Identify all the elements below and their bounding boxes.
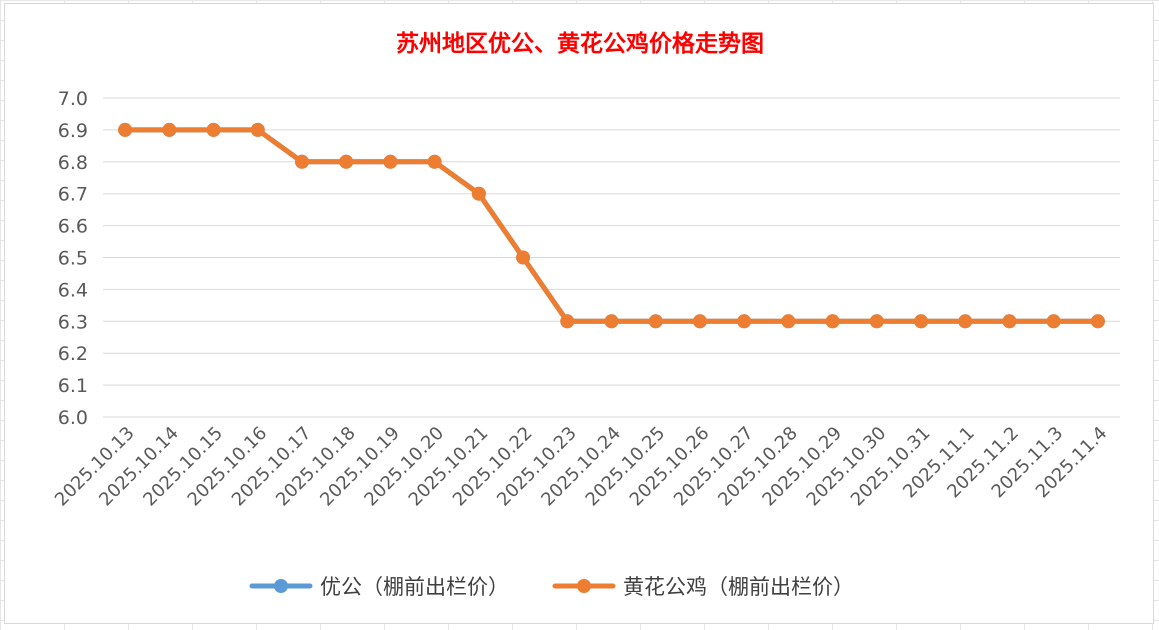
data-point — [516, 250, 531, 265]
y-tick-label: 6.2 — [58, 343, 88, 365]
y-tick-label: 6.7 — [58, 184, 88, 206]
data-point — [383, 154, 398, 169]
series-2 — [118, 122, 1105, 329]
data-point — [294, 154, 309, 169]
data-point — [162, 122, 177, 137]
legend-item-1: 优公（棚前出栏价） — [249, 575, 509, 599]
y-tick-label: 6.3 — [58, 311, 88, 333]
grid-lines — [103, 97, 1120, 418]
data-point — [958, 314, 973, 329]
series-layer — [118, 122, 1105, 329]
y-tick-label: 7.0 — [58, 88, 88, 110]
data-point — [427, 154, 442, 169]
data-point — [781, 314, 796, 329]
legend-marker — [274, 579, 288, 593]
data-point — [1002, 314, 1017, 329]
data-point — [914, 314, 929, 329]
y-tick-label: 6.5 — [58, 248, 88, 270]
x-axis-ticks: 2025.10.132025.10.142025.10.152025.10.16… — [51, 423, 1112, 511]
data-point — [604, 314, 619, 329]
data-point — [1046, 314, 1061, 329]
y-tick-label: 6.6 — [58, 216, 88, 238]
chart-area[interactable] — [4, 3, 1154, 624]
data-point — [471, 186, 486, 201]
data-point — [206, 122, 221, 137]
data-point — [869, 314, 884, 329]
legend-label: 优公（棚前出栏价） — [320, 575, 509, 599]
data-point — [692, 314, 707, 329]
legend-label: 黄花公鸡（棚前出栏价） — [623, 575, 854, 599]
y-tick-label: 6.4 — [58, 279, 88, 301]
data-point — [825, 314, 840, 329]
data-point — [1090, 314, 1105, 329]
data-point — [737, 314, 752, 329]
legend: 优公（棚前出栏价） 黄花公鸡（棚前出栏价） — [249, 575, 854, 599]
y-tick-label: 6.0 — [58, 407, 88, 429]
data-point — [339, 154, 354, 169]
chart-title: 苏州地区优公、黄花公鸡价格走势图 — [396, 30, 764, 57]
y-tick-label: 6.1 — [58, 375, 88, 397]
legend-item-2: 黄花公鸡（棚前出栏价） — [552, 575, 854, 599]
y-tick-label: 6.8 — [58, 152, 88, 174]
legend-marker — [577, 579, 591, 593]
data-point — [648, 314, 663, 329]
data-point — [250, 122, 265, 137]
data-point — [560, 314, 575, 329]
y-tick-label: 6.9 — [58, 120, 88, 142]
data-point — [118, 122, 133, 137]
y-axis-ticks: 6.0 6.1 6.2 6.3 6.4 6.5 6.6 6.7 6.8 6.9 7.0 — [58, 88, 88, 429]
